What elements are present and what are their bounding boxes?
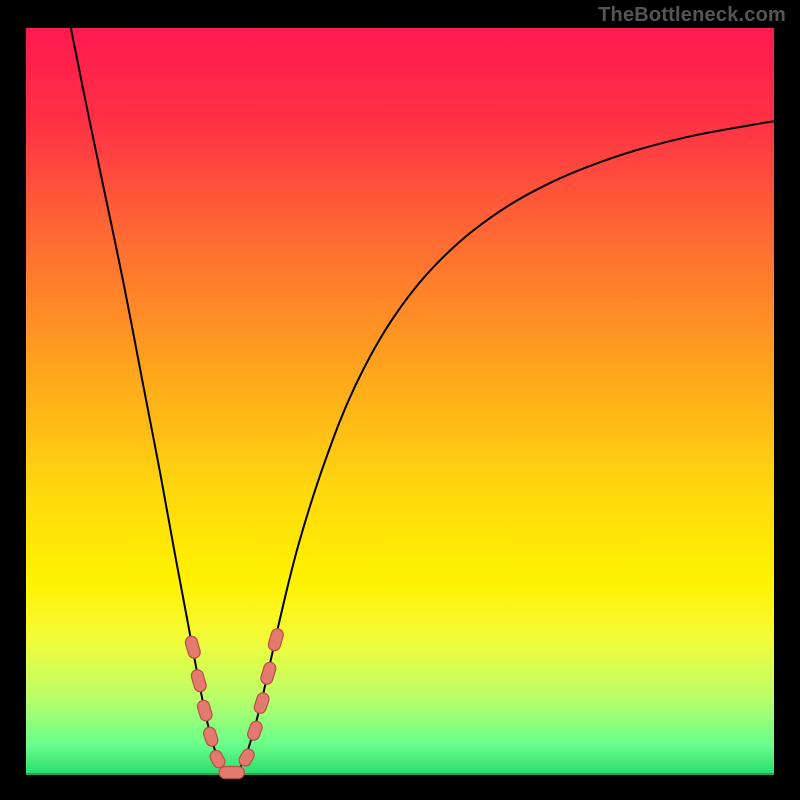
- chart-frame: TheBottleneck.com: [0, 0, 800, 800]
- plot-gradient-background: [26, 28, 774, 774]
- bottleneck-chart: [0, 0, 800, 800]
- attribution-label: TheBottleneck.com: [598, 4, 786, 27]
- data-marker: [219, 767, 244, 779]
